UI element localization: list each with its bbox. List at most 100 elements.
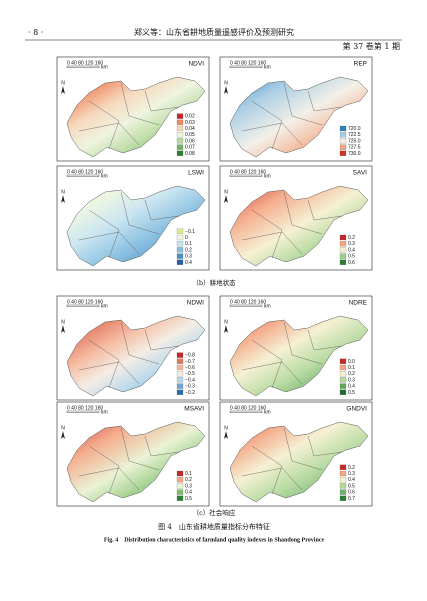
scale-ticks: 0 40 80 120 160 (230, 169, 266, 175)
scale-unit: km (101, 409, 108, 415)
legend-swatch (339, 150, 347, 156)
scale-bar (229, 304, 263, 307)
boundary (241, 467, 303, 491)
scale-bar (66, 410, 100, 413)
map-region (66, 421, 206, 503)
legend-label: 0 (185, 235, 188, 241)
figure-title-en: Fig. 4 Distribution characteristics of f… (104, 537, 325, 543)
legend-swatch (176, 259, 184, 265)
legend-swatch (339, 470, 347, 477)
panel-label: GNDVI (346, 406, 367, 413)
legend-label: 0.5 (348, 483, 355, 489)
boundary (307, 199, 343, 221)
panel-label: MSAVI (184, 406, 204, 413)
scale-ticks: 0 40 80 120 160 (230, 405, 266, 411)
legend-label: 727.5 (348, 145, 361, 151)
map-region (66, 315, 206, 397)
legend-label: −0.7 (185, 359, 195, 365)
legend-swatch (176, 489, 184, 495)
boundary (120, 427, 160, 471)
scale-unit: km (264, 303, 271, 309)
scale-bar (229, 410, 263, 413)
panel-label: LSWI (188, 170, 204, 177)
north-arrow (61, 325, 65, 333)
legend-swatch (339, 389, 347, 395)
legend-swatch (339, 477, 347, 483)
legend-swatch (339, 247, 347, 253)
legend-swatch (176, 144, 184, 150)
north-arrow (224, 431, 228, 439)
north-arrow (61, 86, 65, 94)
boundary (144, 199, 180, 221)
legend-swatch (176, 234, 184, 241)
legend-label: 0.3 (348, 471, 355, 477)
map-region (66, 185, 206, 267)
legend-label: 0.1 (185, 241, 192, 247)
legend-swatch (339, 489, 347, 495)
boundary (283, 321, 323, 365)
scale-unit: km (101, 173, 108, 179)
legend-swatch (339, 371, 347, 377)
figure-title: 图 4 山东省耕地质量指标分布特征 (158, 522, 270, 531)
legend-label: 0.2 (185, 247, 192, 253)
map-region (229, 421, 369, 503)
boundary (241, 231, 303, 255)
north-arrow (61, 195, 65, 203)
legend-label: 720.0 (348, 126, 361, 132)
scale-bar (66, 65, 100, 68)
legend-label: 0.0 (348, 359, 355, 365)
scale-ticks: 0 40 80 120 160 (230, 60, 266, 66)
legend-swatch (339, 358, 347, 364)
legend-swatch (176, 483, 184, 489)
legend-label: 0.5 (348, 390, 355, 396)
legend-swatch (176, 125, 184, 132)
boundary (251, 445, 283, 495)
legend-swatch (339, 144, 347, 150)
subcaption: （c）社会响应 (193, 508, 236, 517)
scale-bar (229, 65, 263, 68)
legend-swatch (339, 132, 347, 138)
north-label: N (61, 189, 65, 195)
legend-label: 730.0 (348, 151, 361, 157)
scale-ticks: 0 40 80 120 160 (67, 405, 103, 411)
map-region (229, 315, 369, 397)
legend-label: 0.4 (348, 477, 355, 483)
legend-swatch (339, 483, 347, 489)
legend-label: 0.6 (348, 260, 355, 266)
legend-label: 0.5 (185, 496, 192, 502)
north-label: N (224, 189, 228, 195)
legend-label: 0.3 (348, 377, 355, 383)
legend-label: −0.6 (185, 365, 195, 371)
north-label: N (224, 80, 228, 86)
scale-bar (66, 174, 100, 177)
panel-label: NDWI (187, 300, 205, 307)
legend-label: 0.04 (185, 126, 195, 132)
map-region (229, 185, 369, 267)
scale-unit: km (101, 64, 108, 70)
north-arrow (224, 195, 228, 203)
legend-label: −0.4 (185, 377, 195, 383)
scale-ticks: 0 40 80 120 160 (67, 299, 103, 305)
north-label: N (224, 425, 228, 431)
boundary (120, 321, 160, 365)
legend-label: 0.05 (185, 132, 195, 138)
boundary (144, 90, 180, 112)
boundary (144, 329, 180, 351)
legend-swatch (339, 253, 347, 259)
legend-swatch (176, 477, 184, 483)
legend-label: 0.2 (185, 477, 192, 483)
legend-label: 0.03 (185, 120, 195, 126)
legend-swatch (176, 150, 184, 156)
legend-swatch (176, 241, 184, 247)
boundary (307, 329, 343, 351)
legend-label: 0.2 (348, 465, 355, 471)
legend-label: −0.5 (185, 371, 195, 377)
scale-ticks: 0 40 80 120 160 (67, 169, 103, 175)
legend-swatch (339, 464, 347, 470)
